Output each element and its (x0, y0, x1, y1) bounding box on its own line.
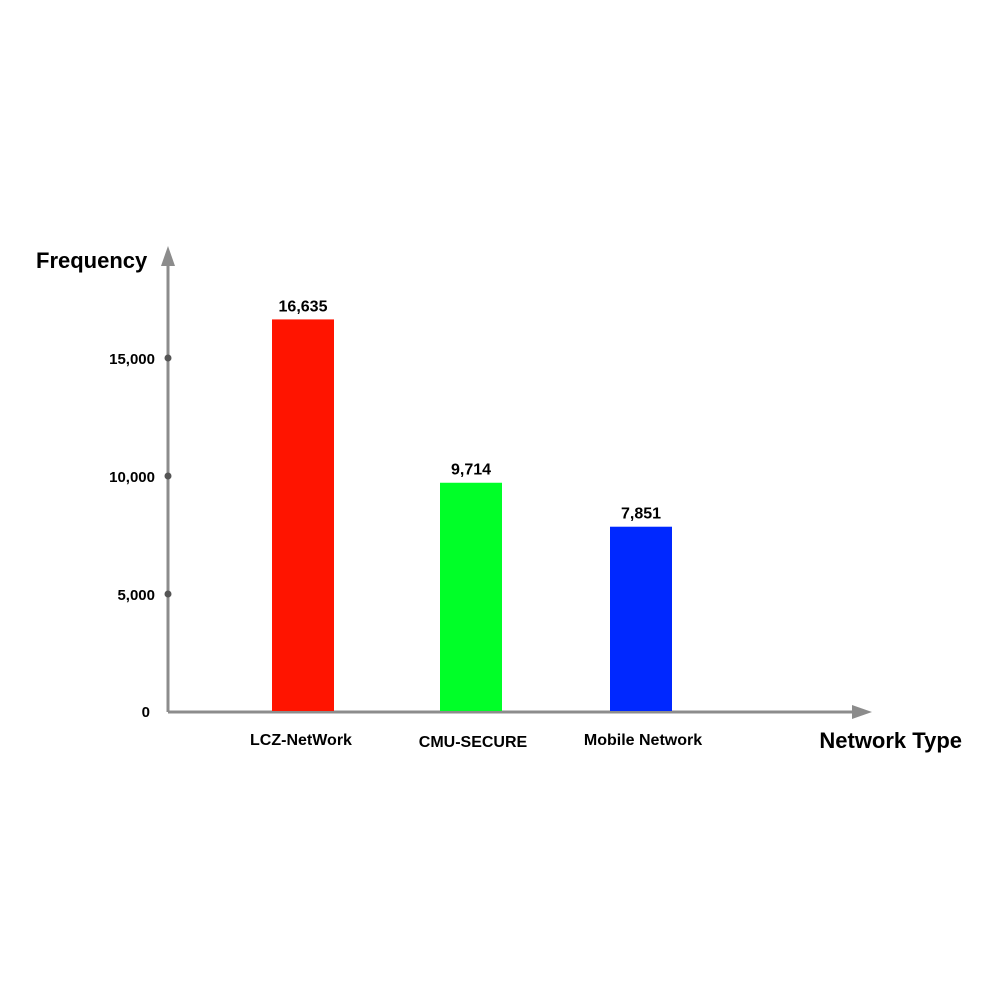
y-tick-label: 15,000 (109, 351, 155, 368)
bars (272, 319, 672, 711)
y-axis-arrow-icon (161, 246, 175, 266)
axes (161, 246, 872, 719)
y-tick-mark (164, 354, 172, 362)
y-tick-mark (164, 590, 172, 598)
y-tick-label: 0 (142, 704, 150, 721)
y-ticks: 0 5,000 10,000 15,000 (109, 351, 172, 721)
y-axis-title: Frequency (36, 248, 148, 273)
labels: 16,635 LCZ-NetWork 9,714 CMU-SECURE 7,851 Mob… (250, 298, 702, 751)
x-category-label: LCZ-NetWork (250, 732, 352, 749)
y-tick-label: 5,000 (117, 587, 155, 604)
bar (440, 482, 502, 711)
x-category-label: Mobile Network (584, 732, 702, 749)
bar (272, 319, 334, 711)
y-tick-label: 10,000 (109, 469, 155, 486)
y-tick-mark (164, 472, 172, 480)
x-category-label: CMU-SECURE (419, 734, 528, 751)
x-axis-arrow-icon (852, 705, 872, 719)
bar (610, 526, 672, 711)
data-label: 9,714 (451, 462, 491, 479)
data-label: 7,851 (621, 506, 661, 523)
x-axis-title: Network Type (819, 728, 962, 753)
data-label: 16,635 (279, 298, 328, 315)
